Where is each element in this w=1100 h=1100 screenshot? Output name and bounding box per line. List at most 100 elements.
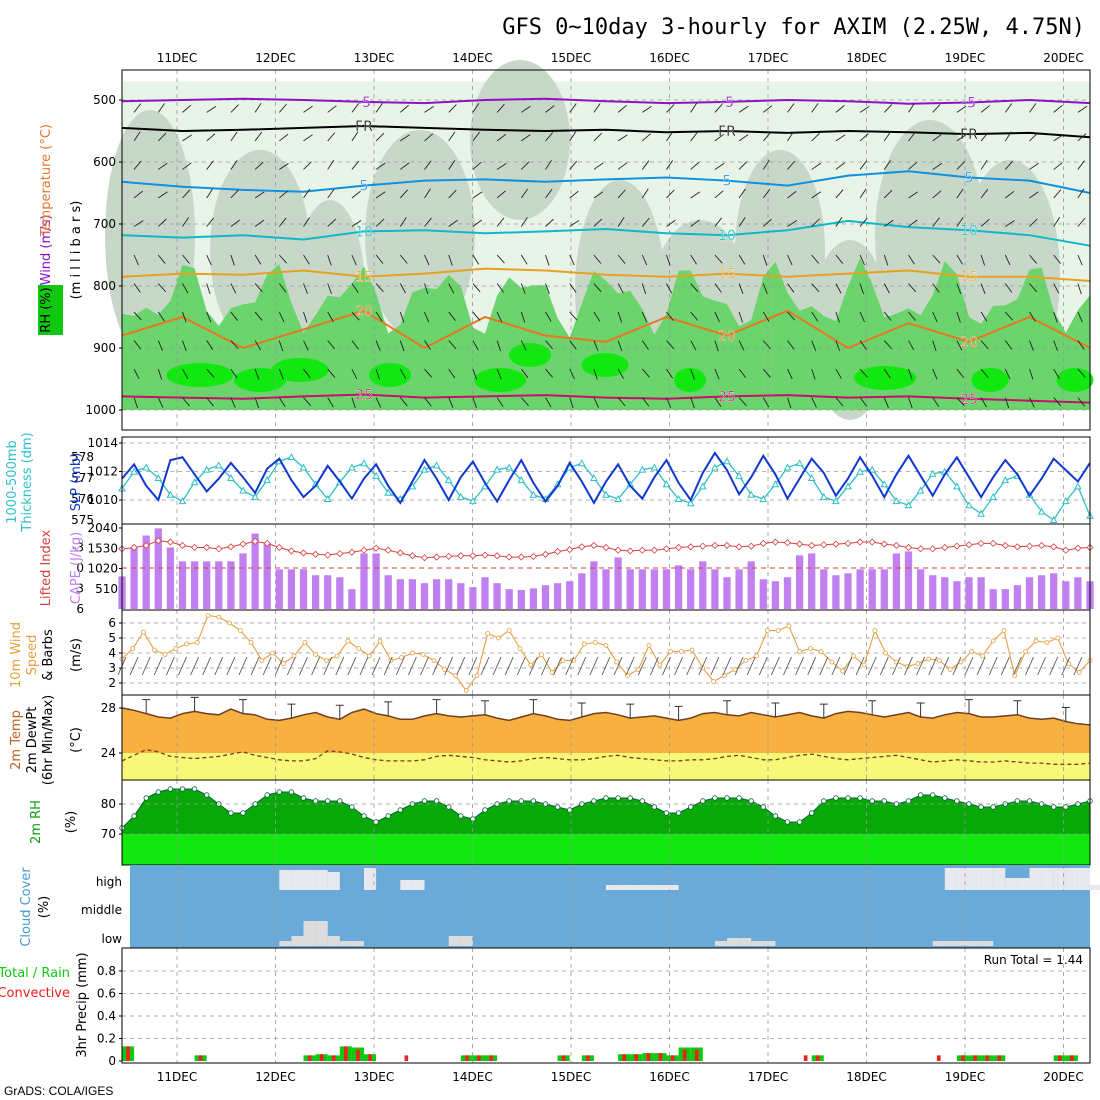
wind-barb — [424, 254, 430, 266]
wind-barb — [448, 160, 456, 170]
wind-barb — [617, 368, 624, 379]
rh2m-marker — [942, 795, 948, 801]
date-label-bottom: 20DEC — [1043, 1070, 1083, 1084]
surface-wind-barb — [371, 656, 381, 676]
wind-barb — [714, 311, 720, 323]
wind-speed-marker — [1001, 628, 1007, 633]
wind-barb — [1029, 191, 1039, 199]
cape-bar — [505, 589, 513, 609]
wind-barb — [206, 311, 212, 323]
dewpoint-band — [122, 753, 1090, 780]
wind-barb — [980, 311, 988, 322]
wind-barb — [641, 368, 650, 378]
wind-barb — [278, 340, 284, 352]
wind-barb — [182, 162, 192, 170]
cape-bar — [275, 569, 283, 609]
wind-barb — [811, 340, 817, 351]
cape-bar — [1037, 575, 1046, 609]
wind-barb — [206, 105, 217, 113]
wind-barb — [327, 311, 334, 322]
wind-barb — [883, 368, 891, 379]
cloud-high-bar — [944, 868, 957, 890]
li-marker — [977, 539, 985, 547]
wind-barb — [690, 161, 700, 170]
wind-barb — [641, 217, 650, 227]
rh2m-marker — [446, 804, 452, 810]
cape-bar — [808, 553, 816, 609]
wind-barb — [593, 368, 598, 380]
wind-speed-marker — [689, 647, 695, 653]
li-marker — [929, 545, 937, 553]
wind-barb — [351, 283, 359, 293]
li-marker — [759, 539, 767, 547]
cloud-high-bar — [412, 880, 425, 890]
wind-speed-marker — [980, 653, 985, 659]
surface-wind-barb — [867, 656, 877, 676]
cloud-low-bar — [751, 941, 764, 946]
wind-barb — [666, 283, 672, 294]
surface-wind-barb — [129, 656, 139, 676]
wind-barb — [520, 217, 528, 227]
li-marker — [687, 543, 695, 551]
surface-wind-barb — [226, 656, 236, 676]
rh2m-marker — [228, 810, 234, 816]
thickness-marker — [1049, 515, 1058, 523]
wind-speed-marker — [603, 643, 609, 648]
wind-barb — [762, 254, 768, 266]
thickness-marker — [650, 463, 659, 471]
cloud-low-bar — [339, 941, 352, 946]
wind-barb — [254, 311, 263, 321]
wind-barb — [254, 283, 263, 293]
wind-barb — [762, 132, 771, 142]
cape-bar — [868, 569, 876, 609]
cape-bar — [336, 577, 344, 609]
wind-barb — [690, 283, 699, 293]
wind-barb — [956, 105, 967, 113]
cape-bar — [977, 577, 985, 609]
wind-barb — [883, 189, 893, 199]
date-label-bottom: 16DEC — [649, 1070, 689, 1084]
wind-barb — [932, 134, 942, 142]
rh2m-marker — [518, 798, 524, 804]
rh2m-marker — [385, 813, 391, 819]
wind-barb — [642, 105, 652, 113]
wind-barb — [787, 103, 795, 113]
rh2m-marker — [845, 795, 851, 801]
upper-air-labels: Wind (m/s) Temperature (°C) RH (%) (m i … — [38, 124, 84, 335]
precip-conv-bar — [973, 1055, 977, 1061]
wind-barb — [956, 188, 964, 199]
wind-barb — [206, 217, 214, 227]
cape-bar — [154, 528, 162, 609]
li-marker — [505, 553, 513, 561]
precip-conv-bar — [356, 1049, 360, 1061]
wind-barb — [811, 218, 820, 227]
wind-barb — [399, 311, 405, 323]
cape-bar — [892, 553, 901, 609]
wind-barb — [157, 340, 163, 351]
surface-wind-barb — [165, 656, 175, 676]
surface-wind-barb — [879, 656, 889, 676]
wind-barb — [278, 283, 287, 293]
wind-barb — [1029, 254, 1037, 264]
wind-barb — [787, 368, 793, 380]
wind-speed-marker — [323, 658, 329, 663]
wind-barb — [472, 397, 477, 409]
wind-barb — [424, 311, 430, 323]
wind-barb — [351, 340, 359, 350]
precip-conv-bar — [368, 1054, 372, 1061]
wind-barb — [811, 397, 817, 408]
rh2m-label: 2m RH — [29, 800, 44, 844]
cloud-high-bar — [1005, 878, 1018, 890]
wind-barb — [859, 254, 865, 266]
wind-barb — [593, 340, 599, 351]
wind-barb — [738, 254, 746, 265]
precip-conv-bar — [198, 1055, 203, 1061]
wind-barb — [327, 218, 337, 227]
wind-barb — [762, 283, 768, 294]
wind-barb — [1004, 254, 1011, 266]
rh-90-area — [234, 368, 286, 392]
cloud-low-bar — [956, 941, 969, 946]
cape-bar — [372, 553, 380, 609]
rh2m-marker — [772, 813, 779, 819]
thickness-marker — [493, 465, 501, 473]
